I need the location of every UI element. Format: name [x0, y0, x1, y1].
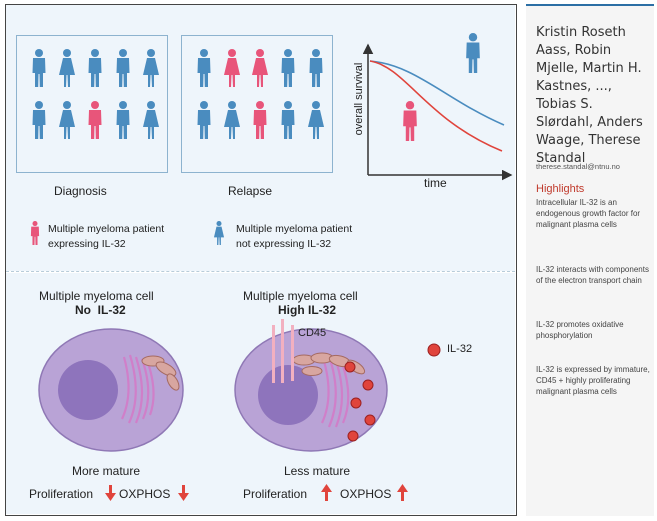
person-il32-positive — [252, 49, 268, 87]
legend-pink-label: Multiple myeloma patient expressing IL-3… — [48, 223, 165, 250]
person-il32-negative — [143, 49, 159, 87]
legend-blue-person — [213, 221, 225, 245]
survival-blue-person — [466, 33, 480, 73]
person-il32-negative — [224, 101, 240, 139]
legend-blue-label: Multiple myeloma patient not expressing … — [236, 223, 353, 250]
person-il32-negative — [116, 49, 130, 87]
panel-divider — [6, 271, 515, 272]
person-il32-positive — [224, 49, 240, 87]
il32-dots — [344, 361, 376, 442]
highlight-item: IL-32 promotes oxidative phosphorylation — [536, 320, 624, 340]
person-il32-negative — [308, 101, 324, 139]
diagnosis-box — [16, 35, 168, 173]
survival-curve-blue — [369, 60, 505, 126]
relapse-box — [181, 35, 333, 173]
chart-x-label: time — [424, 176, 447, 190]
proliferation-up-arrow — [321, 484, 332, 501]
relapse-label: Relapse — [228, 184, 273, 198]
person-il32-negative — [281, 49, 295, 87]
person-il32-negative — [59, 49, 75, 87]
diagram-art — [30, 33, 513, 501]
highlight-item: Intracellular IL-32 is an endogenous gro… — [536, 198, 641, 229]
person-il32-positive — [253, 101, 267, 139]
graphical-abstract: Diagnosis Relapse overall survival time … — [5, 4, 517, 516]
nucleus — [58, 360, 118, 420]
right-oxphos-label: OXPHOS — [340, 487, 392, 501]
person-il32-negative — [197, 101, 211, 139]
person-il32-negative — [116, 101, 130, 139]
person-il32-positive — [88, 101, 102, 139]
il32-legend-dot — [427, 343, 441, 357]
diagnosis-label: Diagnosis — [54, 184, 107, 198]
right-proliferation-label: Proliferation — [243, 487, 308, 501]
author-list: Kristin Roseth Aass, Robin Mjelle, Marti… — [536, 25, 643, 166]
highlight-item: IL-32 is expressed by immature, CD45 + h… — [536, 365, 650, 396]
right-cell-title: Multiple myeloma cell — [243, 289, 358, 303]
person-il32-negative — [309, 49, 323, 87]
left-cell-caption: More mature — [72, 464, 141, 478]
cd45-receptors — [272, 319, 294, 383]
chart-y-label: overall survival — [353, 62, 365, 136]
mature-cell — [38, 328, 184, 452]
person-il32-negative — [59, 101, 75, 139]
person-il32-negative — [32, 101, 46, 139]
oxphos-down-arrow — [178, 485, 189, 501]
right-cell-caption: Less mature — [284, 464, 351, 478]
person-il32-negative — [32, 49, 46, 87]
left-cell-subtitle: No IL-32 — [75, 303, 126, 317]
person-il32-negative — [88, 49, 102, 87]
legend-pink-person — [30, 221, 40, 245]
highlight-item: IL-32 interacts with components of the e… — [536, 265, 649, 285]
highlights-title: Highlights — [536, 183, 585, 195]
left-proliferation-label: Proliferation — [29, 487, 94, 501]
person-il32-negative — [143, 101, 159, 139]
proliferation-down-arrow — [105, 485, 116, 501]
left-cell-title: Multiple myeloma cell — [39, 289, 154, 303]
oxphos-up-arrow — [397, 484, 408, 501]
right-cell-subtitle: High IL-32 — [278, 303, 337, 317]
survival-pink-person — [403, 101, 417, 141]
left-oxphos-label: OXPHOS — [119, 487, 171, 501]
sidebar: Kristin Roseth Aass, Robin Mjelle, Marti… — [526, 4, 654, 516]
person-il32-negative — [281, 101, 295, 139]
il32-legend-label: IL-32 — [447, 343, 473, 355]
immature-cell — [234, 319, 388, 452]
survival-curve-red — [369, 60, 503, 152]
contact-email[interactable]: therese.standal@ntnu.no — [536, 162, 620, 171]
cd45-label: CD45 — [298, 327, 327, 339]
person-il32-negative — [197, 49, 211, 87]
